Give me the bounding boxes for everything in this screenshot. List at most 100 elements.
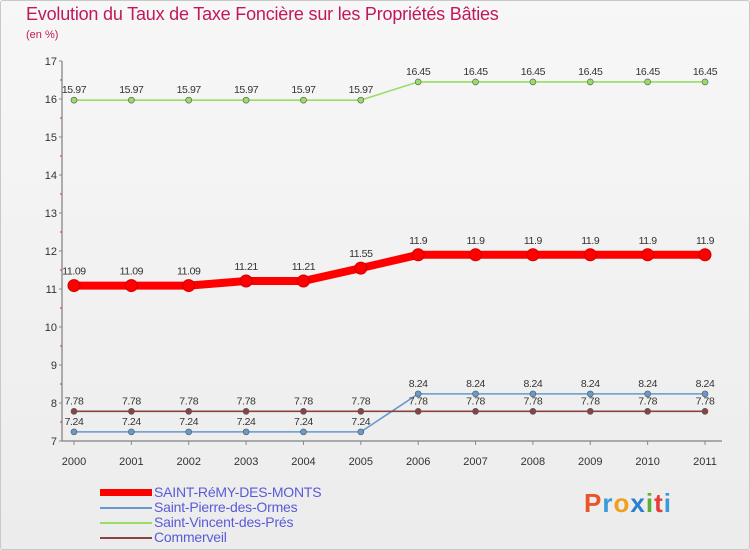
x-tick-label: 2007	[463, 456, 487, 468]
line-chart: 7 8 9 10 11 12 13 14 15 16 17 2000 2001 2002 2003 2004 2…	[45, 56, 722, 468]
y-tick-label: 7	[51, 436, 57, 448]
y-tick-label: 13	[45, 208, 57, 220]
data-label: 11.9	[409, 235, 428, 247]
x-tick-label: 2008	[521, 456, 545, 468]
legend-item: SAINT-RéMY-DES-MONTS	[100, 485, 322, 500]
x-tick-label: 2011	[693, 456, 717, 468]
legend-item: Saint-Vincent-des-Prés	[100, 515, 321, 530]
data-label: 15.97	[177, 84, 202, 96]
data-label: 8.24	[409, 378, 428, 390]
data-point	[185, 408, 193, 415]
data-point	[354, 261, 368, 275]
x-tick-label: 2004	[291, 456, 315, 468]
data-point	[641, 248, 655, 262]
data-point	[472, 390, 479, 398]
data-point	[529, 408, 537, 415]
data-point	[644, 390, 651, 398]
legend-label: Saint-Pierre-des-Ormes	[154, 499, 298, 515]
data-label: 8.24	[581, 378, 600, 390]
data-point	[414, 408, 422, 415]
data-label: 11.09	[120, 266, 144, 278]
data-label: 15.97	[349, 84, 374, 96]
data-label: 7.24	[294, 416, 313, 428]
data-point	[300, 408, 307, 415]
series-line	[73, 81, 706, 101]
data-point	[529, 390, 537, 398]
data-point	[128, 408, 135, 415]
x-tick-label: 2000	[62, 456, 86, 468]
data-label: 7.78	[122, 395, 141, 407]
data-point	[357, 96, 365, 104]
chart-subtitle: (en %)	[26, 29, 59, 41]
data-point	[70, 408, 78, 415]
data-label: 7.78	[696, 395, 715, 407]
legend-item: Commerveil	[100, 530, 321, 545]
data-label: 7.24	[65, 416, 84, 428]
data-point	[529, 78, 537, 86]
data-label: 7.24	[179, 416, 198, 428]
data-point	[182, 279, 196, 293]
x-tick-label: 2006	[406, 456, 430, 468]
data-point	[586, 390, 594, 398]
data-label: 7.78	[237, 395, 256, 407]
data-point	[701, 408, 709, 415]
data-point	[469, 248, 483, 262]
y-tick-label: 16	[45, 94, 57, 106]
data-point	[185, 96, 193, 104]
data-label: 7.78	[179, 395, 198, 407]
data-point	[128, 96, 135, 104]
proxiti-logo: Proxiti	[584, 488, 672, 519]
chart-legend: SAINT-RéMY-DES-MONTS Saint-Pierre-des-Orm…	[100, 485, 322, 545]
data-label: 16.45	[521, 66, 546, 78]
y-tick-label: 11	[46, 284, 57, 296]
legend-swatch	[100, 521, 152, 524]
data-label: 7.78	[409, 395, 428, 407]
data-label: 16.45	[578, 66, 603, 78]
data-label: 7.78	[523, 395, 542, 407]
data-label: 8.24	[696, 378, 715, 390]
data-point	[698, 248, 712, 262]
data-label: 7.24	[351, 416, 370, 428]
data-point	[526, 248, 540, 262]
logo-letter: t	[654, 488, 664, 518]
data-label: 7.78	[65, 395, 84, 407]
data-label: 7.78	[351, 395, 370, 407]
data-label: 11.9	[524, 235, 543, 247]
series-line	[73, 393, 706, 433]
legend-swatch	[100, 536, 152, 539]
data-point	[701, 78, 709, 86]
data-label: 7.78	[466, 395, 485, 407]
data-label: 7.78	[638, 395, 657, 407]
data-label: 7.78	[294, 395, 313, 407]
data-point	[128, 428, 135, 436]
data-label: 11.9	[467, 235, 486, 247]
data-point	[472, 78, 479, 86]
data-label: 11.9	[696, 235, 715, 247]
logo-letter: o	[613, 488, 631, 518]
data-label: 11.21	[234, 261, 258, 273]
data-label: 15.97	[291, 84, 316, 96]
series-0: 11.09 11.09 11.09 11.21 11.21 11.55 11.9 11.9 11…	[62, 235, 715, 293]
data-label: 7.78	[581, 395, 600, 407]
series-1: 7.24 7.24 7.24 7.24 7.24 7.24 8.24 8.24 8.24 8.24…	[65, 378, 715, 436]
data-point	[239, 274, 253, 288]
legend-label: Commerveil	[154, 529, 227, 545]
data-point	[300, 96, 307, 104]
data-point	[644, 78, 651, 86]
data-point	[357, 408, 365, 415]
data-point	[124, 279, 138, 293]
data-point	[586, 408, 594, 415]
legend-swatch	[100, 489, 152, 496]
data-point	[357, 428, 365, 436]
logo-letter: P	[584, 488, 603, 518]
data-point	[242, 96, 250, 104]
data-point	[701, 390, 709, 398]
data-label: 11.09	[62, 266, 86, 278]
data-label: 15.97	[62, 84, 87, 96]
data-label: 7.24	[237, 416, 256, 428]
data-label: 16.45	[635, 66, 660, 78]
data-label: 11.09	[177, 266, 201, 278]
data-point	[296, 274, 310, 288]
data-point	[414, 390, 422, 398]
logo-letter: i	[663, 488, 672, 518]
